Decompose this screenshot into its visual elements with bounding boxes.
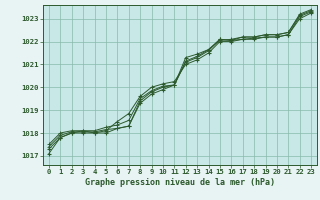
X-axis label: Graphe pression niveau de la mer (hPa): Graphe pression niveau de la mer (hPa) [85,178,275,187]
